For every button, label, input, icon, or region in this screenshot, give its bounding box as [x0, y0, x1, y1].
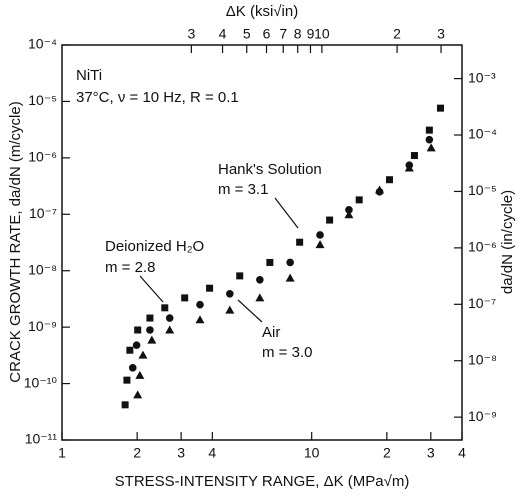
y-tick-label: 10⁻⁴	[28, 36, 57, 52]
y2-tick-label: 10⁻⁸	[468, 351, 497, 367]
x-axis-label: STRESS-INTENSITY RANGE, ΔK (MPa√m)	[115, 473, 410, 490]
x2-tick-label: 10	[314, 26, 330, 42]
point	[133, 390, 143, 399]
point	[121, 401, 129, 409]
y-tick-label: 10⁻⁵	[28, 92, 57, 108]
point	[206, 284, 214, 292]
x2-tick-label: 3	[437, 26, 445, 42]
point	[146, 314, 154, 322]
point	[195, 315, 205, 324]
y2-tick-label: 10⁻⁷	[468, 295, 496, 311]
point	[128, 364, 137, 372]
x2-tick-label: 4	[219, 26, 227, 42]
point	[355, 196, 363, 204]
x-tick-label: 10	[304, 445, 320, 461]
x-tick-label: 3	[177, 445, 185, 461]
y2-tick-label: 10⁻⁹	[468, 408, 497, 424]
y-tick-label: 10⁻⁶	[28, 149, 57, 165]
annotation: Deionized H₂O	[105, 238, 204, 255]
annotation: m = 3.0	[262, 344, 312, 361]
point	[410, 152, 418, 160]
y-tick-label: 10⁻⁷	[29, 205, 57, 221]
y-tick-label: 10⁻⁸	[28, 261, 57, 277]
point	[161, 304, 169, 312]
x2-tick-label: 6	[263, 26, 271, 42]
point	[126, 346, 134, 354]
point	[266, 258, 274, 266]
y-tick-label: 10⁻¹⁰	[24, 374, 58, 390]
annotation: NiTi	[76, 67, 102, 84]
x-tick-label: 2	[133, 445, 141, 461]
point	[426, 143, 436, 152]
point	[255, 293, 265, 302]
x-tick-label: 3	[427, 445, 435, 461]
y-tick-label: 10⁻¹¹	[25, 431, 58, 447]
x2-tick-label: 3	[187, 26, 195, 42]
point	[386, 176, 394, 184]
annotation: Air	[262, 324, 280, 341]
point	[425, 135, 434, 144]
point	[147, 335, 157, 344]
point	[226, 289, 234, 298]
point	[285, 273, 295, 282]
x-tick-label: 1	[58, 445, 66, 461]
point	[123, 376, 131, 384]
annotation: m = 2.8	[105, 259, 155, 276]
point	[134, 326, 142, 334]
point	[344, 210, 354, 219]
x2-tick-label: 7	[279, 26, 287, 42]
top-axis-label: ΔK (ksi√in)	[226, 3, 298, 20]
y2-tick-label: 10⁻³	[468, 69, 496, 85]
x2-tick-label: 5	[243, 26, 251, 42]
annotation: 37°C, ν = 10 Hz, R = 0.1	[76, 89, 239, 106]
point	[316, 231, 324, 239]
point	[375, 185, 385, 194]
annotation: m = 3.1	[218, 181, 268, 198]
leader-line	[139, 275, 164, 303]
x-tick-label: 4	[458, 445, 466, 461]
point	[132, 341, 141, 349]
y-tick-label: 10⁻⁹	[28, 318, 57, 334]
point	[345, 206, 353, 214]
point	[436, 104, 444, 112]
point	[236, 272, 244, 280]
point	[296, 238, 304, 246]
point	[256, 276, 264, 284]
point	[225, 305, 235, 314]
leader-line	[274, 197, 299, 229]
y2-tick-label: 10⁻⁶	[468, 239, 497, 255]
annotation: Hank's Solution	[218, 161, 322, 178]
y2-tick-label: 10⁻⁴	[468, 126, 497, 142]
point	[138, 350, 148, 359]
point	[196, 300, 204, 309]
point	[425, 126, 433, 134]
point	[165, 325, 175, 334]
y-axis-label: CRACK GROWTH RATE, da/dN (m/cycle)	[7, 101, 24, 382]
x2-tick-label: 9	[307, 26, 315, 42]
plot-frame	[61, 44, 463, 441]
point	[315, 240, 325, 249]
x-tick-label: 4	[208, 445, 216, 461]
leader-line	[237, 299, 263, 323]
y2-tick-label: 10⁻⁵	[468, 182, 497, 198]
point	[404, 163, 414, 172]
point	[181, 294, 189, 302]
x2-tick-label: 8	[294, 26, 302, 42]
x2-tick-label: 2	[393, 26, 401, 42]
x-tick-label: 2	[383, 445, 391, 461]
y2-axis-label: da/dN (in/cycle)	[499, 190, 516, 294]
point	[326, 216, 334, 224]
point	[165, 314, 174, 322]
point	[135, 370, 145, 379]
point	[286, 258, 294, 267]
point	[146, 326, 154, 334]
